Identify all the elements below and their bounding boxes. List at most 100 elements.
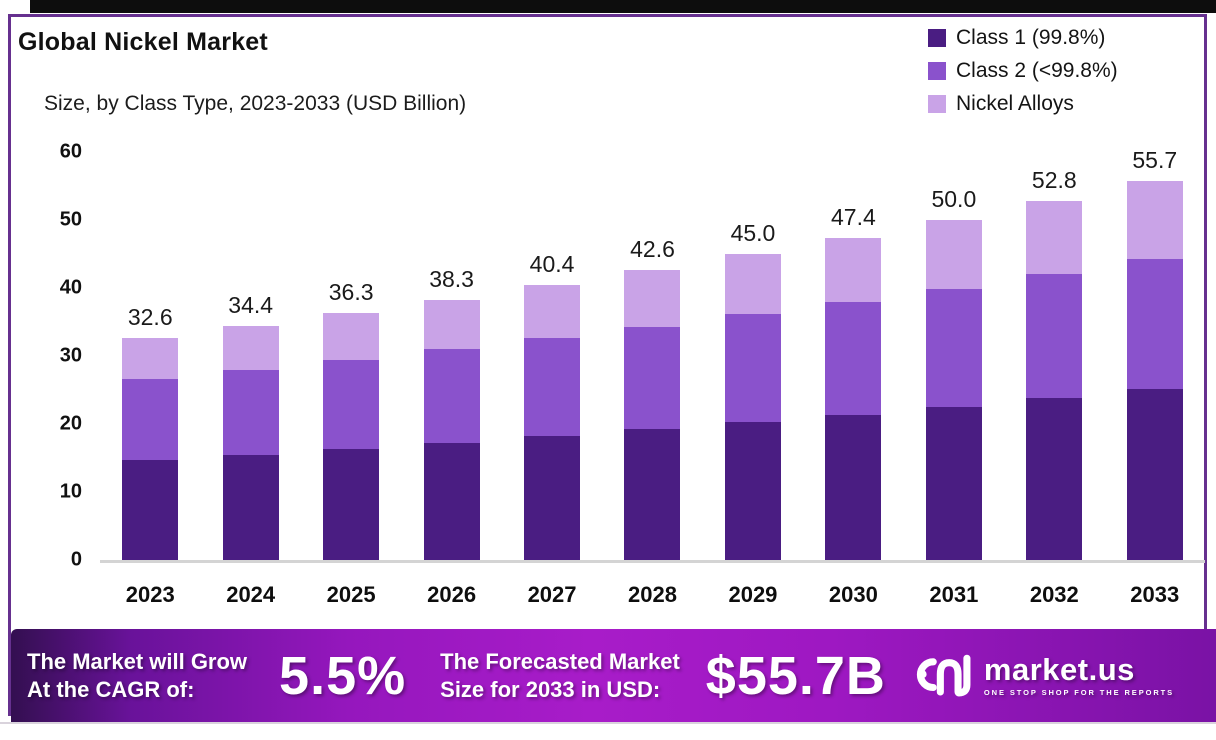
bar-stack-2028: [624, 270, 681, 560]
bar-stack-2025: [323, 313, 380, 560]
bar-segment-2023-series0: [122, 460, 179, 560]
bar-segment-2028-series2: [624, 270, 681, 327]
y-tick-60: 60: [59, 140, 82, 163]
bar-segment-2024-series1: [222, 369, 279, 455]
bar-stack-2031: [925, 220, 982, 560]
bar-segment-2028-series0: [624, 429, 681, 560]
x-tick-2024: 2024: [226, 582, 276, 607]
y-tick-10: 10: [59, 480, 82, 503]
bar-stack-2023: [122, 338, 179, 560]
bar-segment-2027-series2: [524, 285, 581, 339]
x-axis-labels: 2023 2024 2025 2026 2027 2028 2029 2030 2031 2032…: [100, 582, 1205, 608]
bar-segment-2026-series0: [423, 443, 480, 560]
cagr-caption-line1: The Market will Grow: [27, 648, 248, 674]
bar-segment-2023-series1: [122, 379, 179, 461]
chart-panel: [8, 14, 1207, 716]
bar-column-2026: 38.3: [401, 266, 501, 560]
bar-segment-2029-series2: [724, 254, 781, 314]
bar-total-label-2027: 40.4: [529, 251, 575, 278]
bar-segment-2031-series1: [925, 288, 982, 407]
legend-item-class1: Class 1 (99.8%): [928, 26, 1118, 50]
bar-stack-2032: [1026, 200, 1083, 560]
bar-stack-2026: [423, 299, 480, 560]
x-tick-2027: 2027: [527, 582, 577, 607]
legend-label-class1: Class 1 (99.8%): [956, 26, 1106, 49]
bar-stack-2029: [724, 254, 781, 560]
legend-item-class2: Class 2 (<99.8%): [928, 59, 1118, 83]
legend-item-alloys: Nickel Alloys: [928, 92, 1118, 116]
chart-subtitle: Size, by Class Type, 2023-2033 (USD Bill…: [44, 92, 467, 115]
bar-segment-2027-series1: [524, 338, 581, 437]
bar-column-2030: 47.4: [803, 204, 903, 560]
bar-segment-2033-series2: [1126, 181, 1183, 259]
bar-segment-2033-series0: [1126, 389, 1183, 560]
bar-total-label-2028: 42.6: [630, 236, 675, 263]
bar-total-label-2023: 32.6: [127, 304, 173, 331]
bar-segment-2026-series1: [423, 349, 480, 444]
x-tick-2030: 2030: [828, 582, 878, 607]
cagr-banner: The Market will Grow At the CAGR of: 5.5…: [11, 629, 1216, 722]
x-tick-2033: 2033: [1130, 582, 1180, 607]
cagr-caption-line2: At the CAGR of:: [27, 676, 195, 702]
bar-segment-2029-series0: [724, 421, 781, 560]
bar-segment-2031-series2: [925, 220, 982, 289]
bar-segment-2024-series0: [222, 454, 279, 560]
bar-column-2025: 36.3: [301, 279, 401, 560]
bar-total-label-2026: 38.3: [429, 265, 474, 292]
bar-column-2033: 55.7: [1105, 147, 1205, 560]
y-tick-20: 20: [59, 412, 82, 435]
top-black-strip: [30, 0, 1216, 13]
bar-column-2023: 32.6: [100, 304, 200, 560]
banner-bottom-shadow: [0, 722, 1216, 724]
bar-stack-2024: [222, 326, 279, 560]
bar-column-2024: 34.4: [200, 292, 300, 560]
bar-segment-2031-series0: [925, 407, 982, 560]
x-tick-2032: 2032: [1029, 582, 1079, 607]
y-tick-0: 0: [70, 548, 82, 571]
bar-column-2029: 45.0: [703, 220, 803, 560]
bar-total-label-2029: 45.0: [730, 220, 776, 247]
bar-segment-2029-series1: [724, 313, 781, 422]
bar-column-2028: 42.6: [602, 236, 702, 560]
forecast-caption-line2: Size for 2033 in USD:: [440, 676, 661, 702]
legend-label-alloys: Nickel Alloys: [956, 92, 1074, 115]
bar-segment-2023-series2: [122, 338, 179, 380]
forecast-caption: The Forecasted Market Size for 2033 in U…: [440, 648, 680, 704]
y-tick-50: 50: [59, 208, 82, 231]
bar-stack-2027: [524, 285, 581, 560]
bar-segment-2026-series2: [423, 299, 480, 350]
forecast-value: $55.7B: [705, 645, 886, 706]
bar-stack-2033: [1126, 181, 1183, 560]
x-tick-2026: 2026: [427, 582, 477, 607]
bar-column-2032: 52.8: [1004, 167, 1104, 560]
bar-segment-2028-series1: [624, 326, 681, 430]
bar-segment-2024-series2: [222, 326, 279, 370]
y-tick-40: 40: [59, 276, 82, 299]
cagr-caption: The Market will Grow At the CAGR of:: [27, 648, 247, 704]
bar-segment-2032-series1: [1026, 273, 1083, 399]
bar-segment-2025-series2: [323, 313, 380, 361]
bar-segment-2030-series1: [825, 302, 882, 416]
bar-segment-2032-series2: [1026, 200, 1083, 274]
bar-total-label-2025: 36.3: [328, 279, 374, 306]
marketus-logo-icon: [916, 654, 971, 696]
bar-total-label-2033: 55.7: [1132, 147, 1178, 174]
bar-stack-2030: [825, 237, 882, 560]
bar-total-label-2030: 47.4: [831, 203, 876, 230]
bar-total-label-2024: 34.4: [228, 292, 274, 319]
marketus-logo-text: market.us ONE STOP SHOP FOR THE REPORTS: [984, 654, 1174, 698]
legend-swatch-alloys-icon: [928, 95, 946, 113]
legend-label-class2: Class 2 (<99.8%): [956, 59, 1118, 82]
legend-swatch-class1-icon: [928, 29, 946, 47]
x-tick-2023: 2023: [125, 582, 175, 607]
bar-segment-2032-series0: [1026, 398, 1083, 560]
x-tick-2031: 2031: [929, 582, 979, 607]
bar-segment-2025-series1: [323, 360, 380, 450]
bar-segment-2033-series1: [1126, 258, 1183, 390]
bar-column-2027: 40.4: [502, 251, 602, 560]
bar-segment-2030-series2: [825, 237, 882, 303]
bar-column-2031: 50.0: [904, 186, 1004, 560]
marketus-logo: market.us ONE STOP SHOP FOR THE REPORTS: [912, 650, 1174, 702]
legend-swatch-class2-icon: [928, 62, 946, 80]
